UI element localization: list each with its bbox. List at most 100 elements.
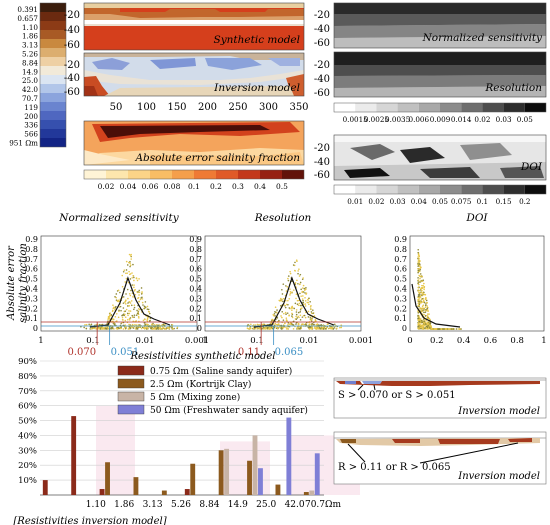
scatter-point [126, 312, 129, 315]
scatter-point [146, 305, 149, 308]
sensitivity-ytick: -40 [314, 24, 330, 35]
scatter-point [418, 281, 420, 284]
scatter-point [425, 308, 427, 311]
scatter-point [127, 302, 129, 304]
scatter-point [133, 308, 135, 311]
scatter-ytick: 0.5 [25, 275, 38, 284]
scatter-point [299, 304, 302, 307]
resistivity-colorbar [39, 2, 67, 148]
scatter-point [417, 277, 419, 279]
scatter-point [141, 326, 144, 329]
colorbar-swatch [106, 170, 128, 179]
scatter-point [124, 319, 127, 322]
scatter-xtick: 0.4 [457, 336, 471, 346]
bar-ytick: 40% [18, 431, 37, 441]
colorbar-swatch [40, 57, 66, 66]
scatter-point [282, 300, 284, 303]
scatter-point [129, 294, 132, 297]
scatter-point [130, 258, 132, 260]
scatter-point [455, 328, 458, 330]
scatter-point [298, 275, 301, 277]
colorbar-swatch [40, 66, 66, 75]
bar [99, 489, 105, 495]
scatter-point [112, 304, 114, 306]
scatter-point [287, 303, 289, 306]
scatter-point [437, 328, 439, 330]
scatter-point [133, 276, 135, 279]
bar [309, 490, 315, 495]
scatter-point [134, 328, 137, 330]
scatter-point [421, 310, 423, 313]
scatter-point [419, 273, 422, 275]
scatter-point [129, 265, 131, 268]
colorbar-label: 25.0 [22, 76, 38, 85]
doi-ytick: -60 [314, 170, 330, 181]
scatter-point [124, 324, 127, 326]
scatter-ytick: 0.5 [189, 275, 202, 284]
scatter-point [273, 313, 276, 315]
scatter-point [417, 322, 420, 325]
scatter-point [249, 326, 251, 329]
bar-xlabel: [Resistivities inversion model] [13, 516, 166, 525]
scatter-point [142, 319, 145, 322]
scatter-point [125, 327, 127, 330]
scatter-point [424, 327, 427, 329]
bar-xtick: 42.0 [285, 500, 305, 510]
scatter-point [304, 323, 306, 326]
scatter-point [307, 298, 309, 301]
scatter-point [128, 323, 130, 326]
scatter-point [105, 328, 107, 330]
scatter-point [247, 327, 250, 330]
scatter-point [294, 302, 297, 305]
scatter-point [303, 287, 306, 290]
scatter-point [421, 289, 423, 292]
scatter-point [276, 309, 278, 311]
scatter-point [285, 285, 287, 287]
bar [224, 448, 230, 495]
scatter-point [417, 326, 419, 328]
scatter-point [248, 328, 251, 330]
scatter-point [460, 328, 462, 330]
profile-top-title: Inversion model [457, 406, 540, 417]
scatter-point [297, 270, 299, 272]
scatter-point [424, 306, 427, 308]
synthetic-model-panel: Synthetic model -20 -40 -60 [64, 2, 305, 51]
colorbar-label: 0.04 [411, 197, 427, 206]
bar-ytick: 10% [18, 476, 37, 486]
normalized-sensitivity-panel: Normalized sensitivity -20 -40 -60 [314, 2, 547, 49]
scatter-point [129, 317, 132, 319]
scatter-point [131, 316, 134, 318]
scatter-point [287, 299, 289, 302]
scatter-point [137, 297, 139, 300]
scatter-frame [40, 235, 198, 332]
scatter-point [137, 312, 139, 315]
scatter-point [417, 268, 420, 270]
colorbar-swatch [40, 21, 66, 30]
legend-title: Resistivities synthetic model [129, 351, 275, 362]
scatter-point [419, 319, 421, 321]
bar-xtick: 1.10 [86, 500, 106, 510]
scatter-point [317, 327, 320, 330]
scatter-ytick: 0.6 [394, 265, 407, 274]
bar [252, 435, 258, 495]
colorbar-label: 0.0025 [364, 115, 390, 124]
scatter-point [424, 293, 427, 296]
scatter-point [129, 278, 132, 280]
resolution-title: Resolution [484, 82, 542, 94]
scatter-point [418, 305, 420, 308]
colorbar-label: 336 [24, 121, 38, 130]
colorbar-swatch [461, 103, 483, 112]
scatter-point [143, 305, 146, 308]
scatter-point [424, 323, 427, 325]
colorbar-swatch [40, 48, 66, 57]
scatter-point [129, 264, 132, 266]
scatter-point [428, 313, 430, 315]
bar-xtick: 3.13 [143, 500, 163, 510]
scatter-ytick: 0.2 [25, 304, 38, 313]
scatter-point [138, 289, 141, 292]
scatter-ytick: 0.4 [25, 284, 38, 293]
scatter-xtick: 1 [541, 336, 546, 346]
scatter-point [317, 326, 320, 329]
legend-label: 50 Ωm (Freshwater sandy aquifer) [150, 405, 308, 416]
scatter-panel: Normalized sensitivity 1 0.1 0.01 0.001 0.070… [38, 212, 209, 358]
